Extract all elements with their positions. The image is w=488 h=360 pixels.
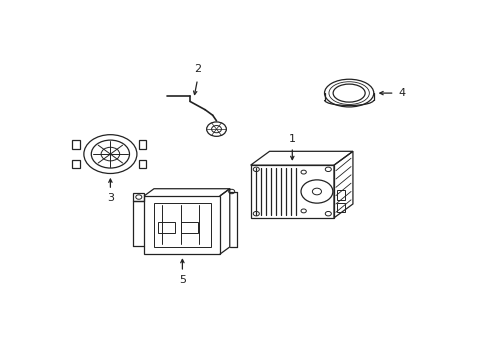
Bar — [180, 222, 197, 233]
Bar — [154, 203, 210, 247]
Text: 5: 5 — [179, 275, 185, 285]
Text: 3: 3 — [107, 193, 114, 203]
Bar — [144, 196, 220, 254]
Text: 4: 4 — [398, 88, 405, 98]
Bar — [336, 190, 344, 200]
Bar — [158, 222, 175, 233]
Bar — [336, 203, 344, 212]
Text: 2: 2 — [194, 64, 201, 74]
Text: 1: 1 — [288, 134, 295, 144]
